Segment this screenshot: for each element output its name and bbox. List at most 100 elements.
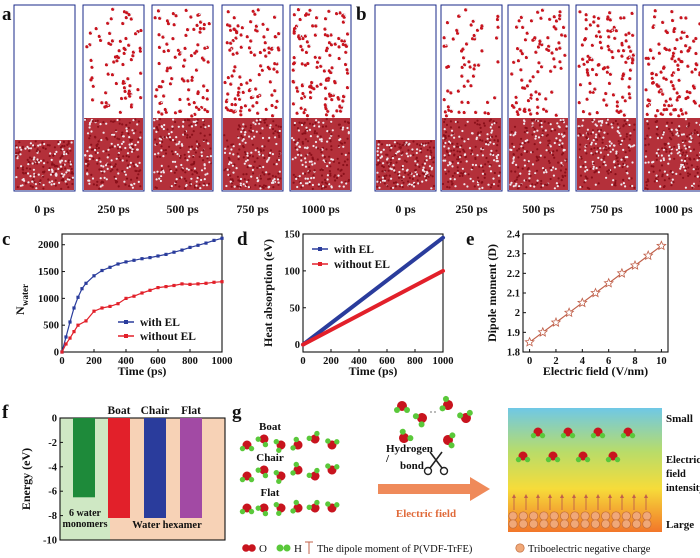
legend-label-0: with EL [334,244,374,256]
vapor-hydrogen [482,24,485,26]
liquid-molecule [15,176,18,179]
vapor-hydrogen [242,105,244,108]
liquid-molecule [16,186,19,189]
vapor-hydrogen [120,48,122,51]
snapshot-a-1 [82,4,145,192]
vapor-hydrogen [449,108,452,111]
liquid-molecule [44,147,47,150]
vapor-hydrogen [326,16,329,19]
liquid-molecule [523,131,526,134]
vapor-hydrogen [194,27,197,30]
liquid-molecule [251,168,254,172]
liquid-molecule [611,126,614,129]
liquid-molecule [418,144,421,147]
vapor-hydrogen [657,72,659,75]
liquid-molecule [668,150,672,153]
liquid-molecule [557,125,560,128]
vapor-hydrogen [164,94,167,96]
vapor-molecule [590,43,595,47]
vapor-hydrogen [465,84,467,86]
liquid-molecule [671,172,674,176]
liquid-molecule [311,123,314,126]
liquid-molecule [678,125,681,128]
liquid-molecule [536,129,539,132]
vapor-hydrogen [266,54,269,56]
liquid-molecule [206,142,210,145]
vapor-molecule [581,110,586,114]
hydrogen-atom [584,456,591,463]
vapor-hydrogen [330,69,332,71]
liquid-molecule [101,184,104,187]
vapor-hydrogen [682,59,685,62]
vapor-hydrogen [627,39,629,41]
liquid-molecule [549,145,552,148]
liquid-molecule [340,152,343,155]
liquid-molecule [241,136,244,139]
negative-charge [508,519,518,529]
vapor-hydrogen [199,107,202,110]
vapor-molecule [583,37,588,41]
liquid-molecule [37,144,40,147]
hydrogen-atom [273,469,279,476]
vapor-molecule [520,78,524,82]
vapor-molecule [446,64,451,69]
liquid-molecule [155,143,158,146]
vapor-molecule [229,28,233,32]
vapor-hydrogen [317,65,320,68]
vapor-molecule [266,65,270,69]
liquid-molecule [553,141,556,145]
liquid-molecule [343,160,346,163]
liquid-molecule [331,129,334,132]
vapor-hydrogen [672,103,674,106]
liquid-molecule [518,185,521,188]
vapor-molecule [226,10,230,14]
liquid-molecule [177,142,180,145]
vapor-molecule [159,85,163,89]
liquid-molecule [207,124,210,128]
liquid-molecule [267,178,270,181]
liquid-molecule [27,172,30,175]
liquid-molecule [605,148,608,151]
vapor-hydrogen [672,9,675,12]
scale-small-label: Small [666,413,693,425]
liquid-molecule [380,143,384,146]
vapor-molecule [262,48,267,52]
hydrogen-atom [262,510,269,517]
liquid-molecule [663,179,666,182]
vapor-hydrogen [208,97,210,99]
vapor-hydrogen [346,62,349,65]
liquid-molecule [92,157,95,160]
liquid-molecule [161,140,164,144]
vapor-hydrogen [229,75,231,78]
liquid-molecule [620,183,623,186]
liquid-molecule [139,136,142,139]
liquid-molecule [671,171,674,174]
liquid-molecule [70,141,73,144]
vapor-molecule [614,29,619,33]
liquid-molecule [261,136,265,140]
vapor-molecule [234,29,239,33]
liquid-molecule [560,133,563,136]
vapor-hydrogen [308,113,310,116]
vapor-hydrogen [522,78,525,80]
liquid-molecule [60,168,63,171]
vapor-hydrogen [469,100,471,103]
liquid-molecule [59,161,62,164]
liquid-molecule [271,153,274,156]
liquid-molecule [231,143,235,146]
vapor-molecule [462,56,466,60]
vapor-hydrogen [697,62,699,64]
liquid-molecule [615,152,618,155]
liquid-molecule [689,149,692,153]
liquid-molecule [489,153,492,156]
vapor-molecule [254,28,258,32]
vapor-hydrogen [560,13,563,16]
liquid-molecule [246,154,249,157]
vapor-molecule [688,46,692,50]
vapor-molecule [296,89,300,93]
liquid-molecule [269,149,272,152]
vapor-molecule [123,89,127,93]
vapor-molecule [161,35,165,39]
vapor-hydrogen [330,53,333,56]
vapor-hydrogen [225,80,228,83]
